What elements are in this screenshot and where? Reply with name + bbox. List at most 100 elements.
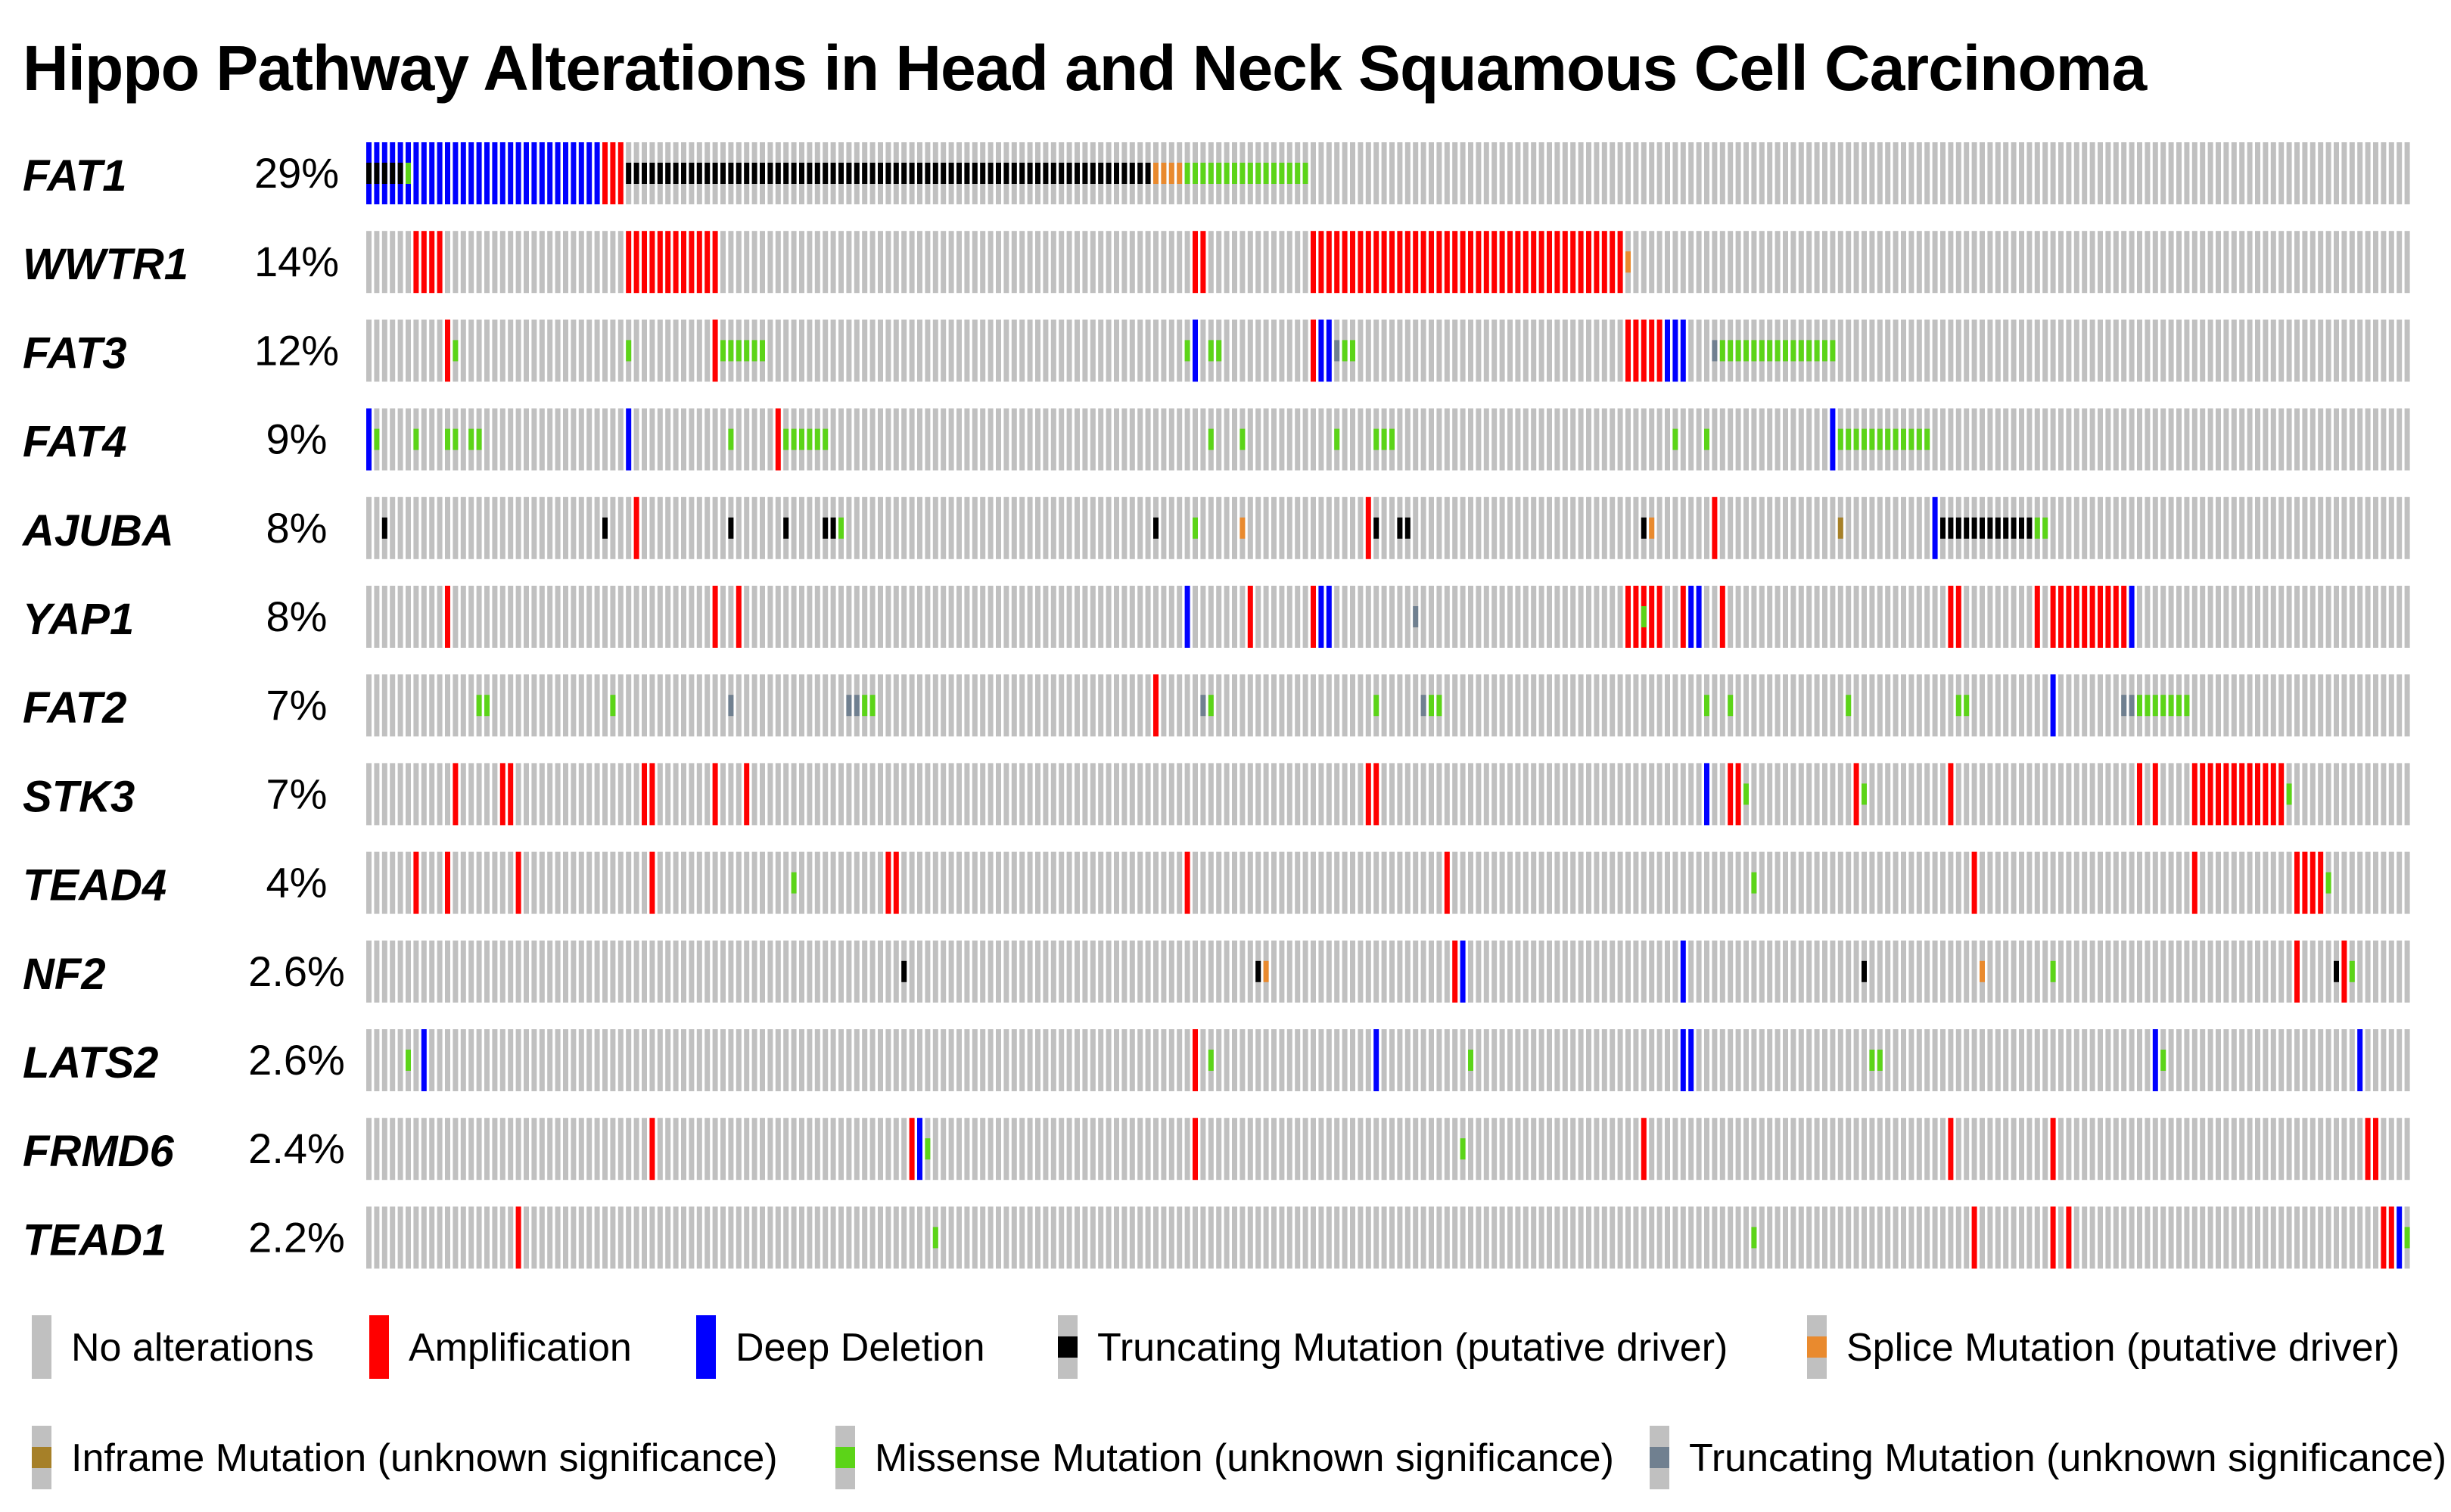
cell-none (2184, 586, 2190, 648)
cell-none (429, 1118, 435, 1181)
cell-none (932, 1118, 938, 1181)
cell-none (1719, 1029, 1725, 1091)
cell-none (1295, 319, 1301, 382)
cell-none (2113, 496, 2119, 559)
cell-none (909, 1029, 915, 1091)
cell-none (2278, 940, 2285, 1003)
cell-none (689, 1118, 695, 1181)
cell-amplification (2200, 763, 2206, 826)
cell-none (1617, 586, 1623, 648)
cell-none (1916, 940, 1922, 1003)
cell-none (2309, 231, 2316, 294)
cell-none (429, 851, 435, 914)
cell-none (775, 319, 781, 382)
cell-none (1980, 674, 1985, 737)
cell-none (1397, 1029, 1403, 1091)
cell-mutation-truncating_driver (1019, 163, 1025, 184)
cell-mutation-missense (1728, 340, 1734, 362)
cell-none (413, 763, 419, 826)
cell-none (854, 1206, 860, 1269)
cell-none (515, 674, 521, 737)
cell-none (1924, 940, 1930, 1003)
cell-none (1271, 1206, 1277, 1269)
cell-none (2349, 496, 2355, 559)
cell-mutation-missense (2050, 960, 2056, 982)
cell-none (2200, 940, 2206, 1003)
cell-none (2381, 1118, 2387, 1181)
cell-none (1389, 319, 1395, 382)
cell-none (1075, 586, 1080, 648)
cell-none (1862, 1206, 1867, 1269)
cell-none (1696, 674, 1702, 737)
cell-none (1350, 674, 1355, 737)
cell-none (1846, 496, 1852, 559)
cell-none (1286, 319, 1292, 382)
cell-none (2145, 851, 2151, 914)
cell-deletion (524, 142, 529, 204)
cell-none (1066, 496, 1072, 559)
cell-none (508, 940, 514, 1003)
cell-mutation-truncating_driver (2019, 517, 2024, 539)
cell-none (1523, 763, 1529, 826)
cell-none (1538, 142, 1544, 204)
cell-none (657, 319, 663, 382)
cell-none (1271, 851, 1277, 914)
cell-none (555, 763, 561, 826)
cell-none (563, 851, 568, 914)
cell-none (1814, 763, 1820, 826)
cell-none (2176, 408, 2182, 471)
cell-none (1200, 496, 1206, 559)
cell-mutation-truncating_driver (1027, 163, 1033, 184)
cell-none (2207, 231, 2213, 294)
cell-none (1735, 408, 1741, 471)
cell-none (1035, 496, 1040, 559)
cell-mutation-truncating_driver (626, 163, 632, 184)
cell-none (1452, 763, 1458, 826)
cell-none (2105, 319, 2111, 382)
cell-none (1436, 319, 1442, 382)
cell-none (1043, 231, 1049, 294)
cell-none (1075, 319, 1080, 382)
cell-none (2404, 496, 2410, 559)
cell-none (586, 1118, 593, 1181)
cell-mutation-missense (1208, 340, 1214, 362)
cell-none (1302, 408, 1308, 471)
cell-none (2073, 940, 2079, 1003)
cell-amplification (1444, 851, 1450, 914)
cell-none (1774, 851, 1781, 914)
cell-none (996, 763, 1001, 826)
cell-none (2003, 1118, 2009, 1181)
cell-none (1538, 763, 1544, 826)
cell-none (1452, 408, 1458, 471)
cell-none (2003, 408, 2009, 471)
cell-none (2011, 940, 2017, 1003)
cell-none (2278, 231, 2285, 294)
cell-none (760, 1118, 765, 1181)
cell-none (397, 940, 403, 1003)
cell-none (374, 940, 380, 1003)
cell-none (2105, 674, 2111, 737)
cell-none (996, 496, 1001, 559)
cell-none (1735, 231, 1741, 294)
cell-mutation-truncating_driver (996, 163, 1001, 184)
cell-none (617, 674, 624, 737)
cell-none (2231, 1206, 2237, 1269)
cell-none (1326, 408, 1332, 471)
cell-none (563, 319, 568, 382)
cell-none (1255, 586, 1261, 648)
cell-none (2365, 142, 2371, 204)
cell-none (751, 408, 757, 471)
cell-none (547, 674, 553, 737)
cell-none (571, 674, 577, 737)
cell-none (1444, 1029, 1450, 1091)
cell-mutation-truncating_driver (885, 163, 891, 184)
cell-none (972, 940, 978, 1003)
cell-mutation-missense (1216, 163, 1222, 184)
cell-none (2334, 1206, 2339, 1269)
cell-none (1216, 1029, 1222, 1091)
cell-none (956, 674, 962, 737)
cell-none (1381, 674, 1387, 737)
cell-none (1295, 1029, 1301, 1091)
cell-none (1098, 1206, 1104, 1269)
cell-mutation-truncating_unknown (846, 695, 852, 717)
